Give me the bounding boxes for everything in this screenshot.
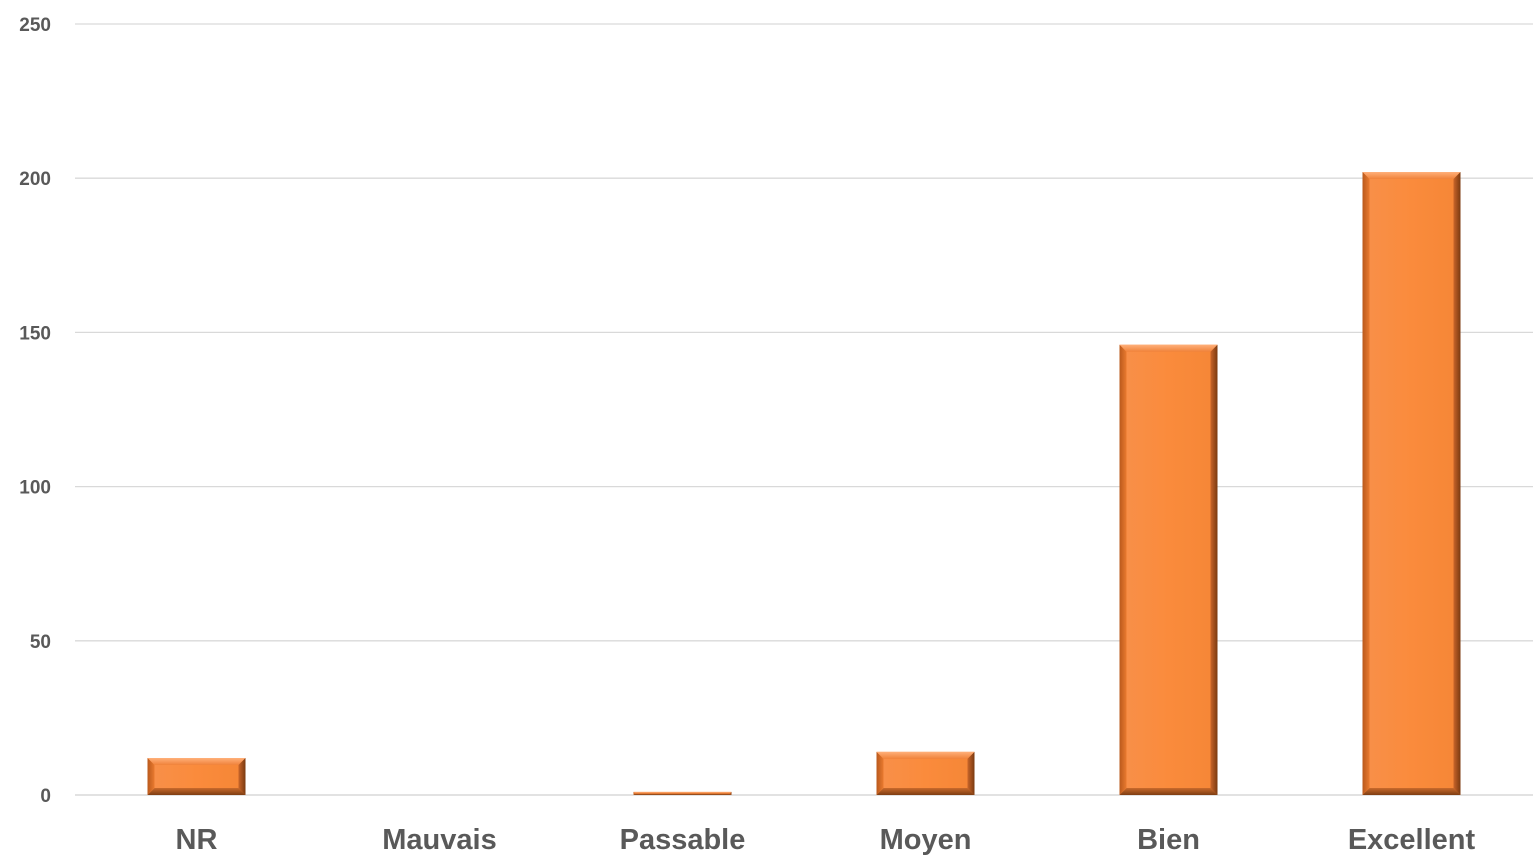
y-tick-label: 250 — [19, 15, 51, 36]
bar-bevel-top — [876, 751, 975, 759]
y-tick-label: 50 — [30, 632, 51, 653]
bar-bevel-right — [1453, 172, 1461, 796]
y-tick-label: 200 — [19, 169, 51, 190]
bar-bevel-top — [1119, 344, 1218, 352]
bar-nr — [147, 757, 246, 795]
gridlines — [75, 23, 1533, 796]
bar-bevel-bottom — [876, 788, 975, 795]
bar-bevel-right — [967, 751, 975, 795]
x-category-label: Excellent — [1348, 824, 1476, 856]
x-category-label: NR — [176, 824, 218, 856]
x-axis-category-labels: NR Mauvais Passable Moyen Bien Excellent — [176, 824, 1476, 856]
bar-bevel-left — [876, 751, 884, 795]
bars — [147, 172, 1461, 796]
bar-bevel-left — [633, 791, 635, 795]
y-tick-label: 150 — [19, 323, 51, 344]
bar-bevel-right — [730, 791, 732, 795]
bar-bevel-bottom — [1119, 788, 1218, 795]
bar-bevel-top — [147, 757, 246, 765]
bar-face — [876, 751, 975, 795]
bar-bevel-bottom — [633, 793, 732, 795]
bar-bevel-right — [1210, 344, 1218, 795]
bar-moyen — [876, 751, 975, 795]
bar-bevel-left — [147, 757, 155, 795]
bar-face — [1119, 344, 1218, 795]
bar-bevel-top — [1362, 172, 1461, 180]
bar-bevel-left — [1362, 172, 1370, 796]
bar-bevel-top — [633, 791, 732, 794]
bar-bevel-bottom — [147, 788, 246, 795]
x-category-label: Bien — [1137, 824, 1200, 856]
y-tick-label: 100 — [19, 478, 51, 499]
y-axis-tick-labels: 0 50 100 150 200 250 — [19, 15, 51, 807]
bar-bevel-right — [238, 757, 246, 795]
bar-bevel-bottom — [1362, 788, 1461, 795]
bar-face — [633, 791, 732, 795]
y-tick-label: 0 — [40, 786, 51, 807]
x-category-label: Passable — [620, 824, 746, 856]
bar-face — [1362, 172, 1461, 796]
bar-bien — [1119, 344, 1218, 795]
bar-passable — [633, 791, 732, 795]
x-category-label: Moyen — [880, 824, 972, 856]
bar-bevel-left — [1119, 344, 1127, 795]
bar-excellent — [1362, 172, 1461, 796]
x-category-label: Mauvais — [382, 824, 496, 856]
